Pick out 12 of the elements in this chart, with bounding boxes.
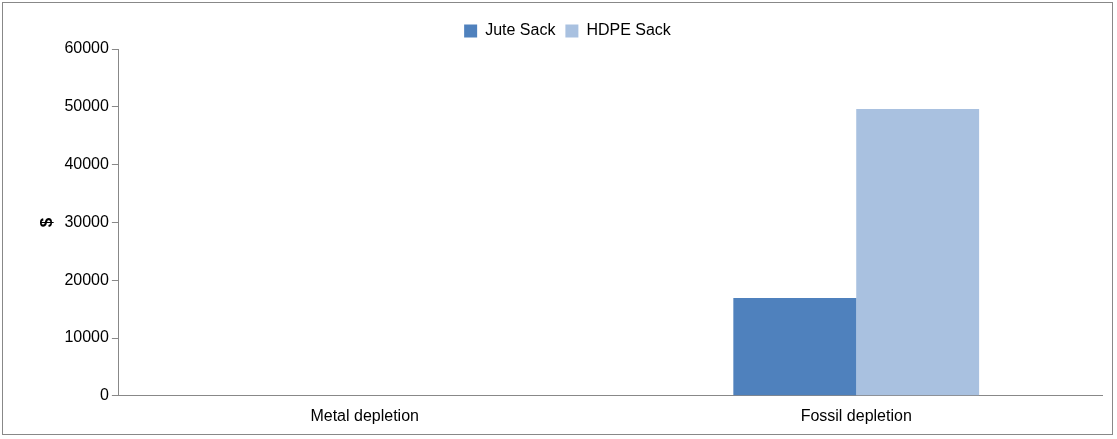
y-tick-label: 40000 (64, 155, 109, 173)
y-tick-label: 0 (99, 386, 109, 404)
x-tick-label: Metal depletion (310, 406, 419, 424)
y-tick-label: 60000 (64, 39, 109, 57)
y-tick-label: 50000 (64, 97, 109, 115)
y-tick-label: 20000 (64, 270, 109, 288)
y-tick-label: 30000 (64, 212, 109, 230)
x-tick-label: Fossil depletion (800, 406, 912, 424)
y-tick-label: 10000 (64, 328, 109, 346)
y-axis-title: $ (36, 217, 56, 228)
legend-label: Jute Sack (485, 21, 557, 39)
legend-label: HDPE Sack (586, 21, 672, 39)
